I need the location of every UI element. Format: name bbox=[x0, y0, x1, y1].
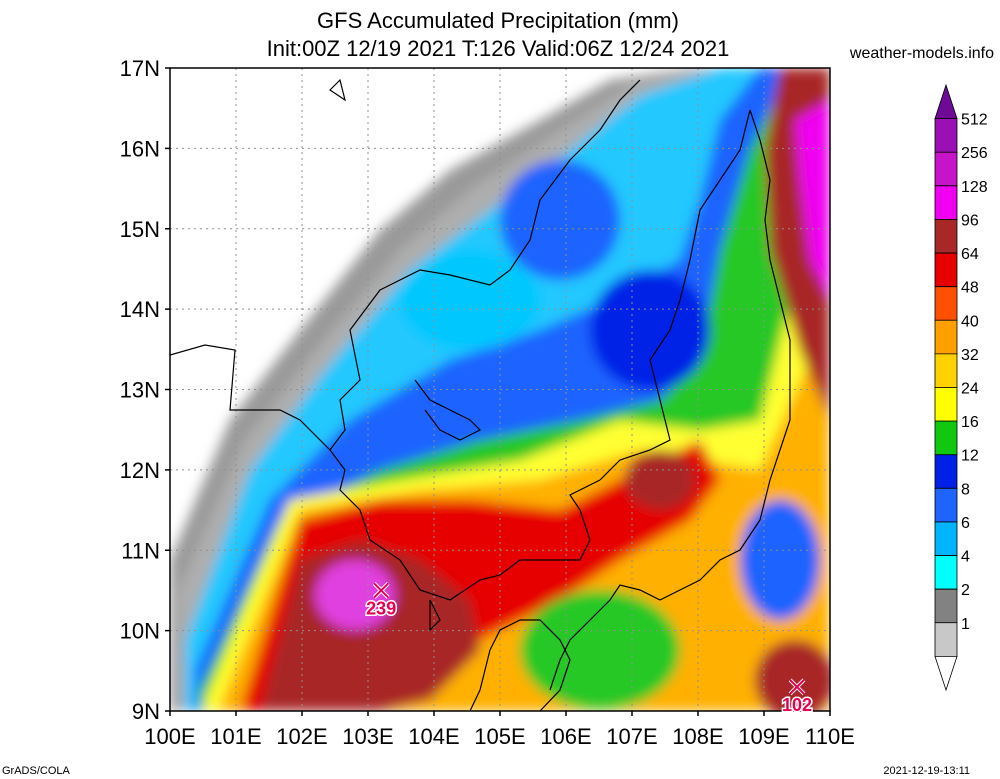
colorbar-label: 12 bbox=[961, 448, 979, 465]
lon-tick-label: 109E bbox=[738, 724, 789, 749]
colorbar-label: 64 bbox=[961, 246, 979, 263]
lat-tick-label: 15N bbox=[120, 217, 160, 242]
lat-tick-label: 12N bbox=[120, 458, 160, 483]
colorbar-label: 1 bbox=[961, 616, 970, 633]
lat-tick-label: 17N bbox=[120, 56, 160, 81]
colorbar-segment bbox=[934, 353, 958, 388]
lon-tick-label: 102E bbox=[276, 724, 327, 749]
lon-tick-label: 100E bbox=[144, 724, 195, 749]
colorbar-segment bbox=[934, 588, 958, 624]
colorbar-segment bbox=[934, 655, 958, 692]
colorbar-segment bbox=[934, 622, 958, 657]
max-marker-label: 102 bbox=[782, 695, 812, 715]
lat-tick-label: 16N bbox=[120, 136, 160, 161]
map-subtitle: Init:00Z 12/19 2021 T:126 Valid:06Z 12/2… bbox=[266, 36, 730, 61]
colorbar-label: 4 bbox=[961, 549, 970, 566]
colorbar-segment bbox=[934, 286, 958, 321]
coastlines-borders bbox=[170, 78, 791, 711]
lon-tick-label: 103E bbox=[342, 724, 393, 749]
max-markers: 239 102 bbox=[365, 582, 814, 716]
colorbar-segment bbox=[934, 521, 958, 556]
max-marker: 239 bbox=[365, 582, 398, 620]
colorbar-label: 256 bbox=[961, 145, 988, 162]
site-name: weather-models.info bbox=[849, 45, 994, 62]
colorbar-segment bbox=[934, 219, 958, 254]
colorbar-segment bbox=[934, 420, 958, 456]
timestamp-text: 2021-12-19-13:11 bbox=[883, 765, 970, 777]
colorbar-segment bbox=[934, 118, 958, 153]
lat-tick-label: 11N bbox=[121, 538, 160, 563]
lat-tick-label: 9N bbox=[132, 699, 160, 724]
lat-tick-label: 13N bbox=[120, 378, 160, 403]
lon-tick-label: 108E bbox=[672, 724, 723, 749]
lon-tick-label: 105E bbox=[474, 724, 525, 749]
map-title: GFS Accumulated Precipitation (mm) bbox=[317, 8, 679, 33]
colorbar-label: 512 bbox=[961, 112, 988, 129]
colorbar-label: 24 bbox=[961, 381, 979, 398]
colorbar-segment bbox=[934, 454, 958, 489]
lon-tick-label: 110E bbox=[805, 724, 855, 749]
lon-tick-label: 101E bbox=[210, 724, 261, 749]
colorbar-label: 96 bbox=[961, 212, 979, 229]
colorbar-label: 40 bbox=[961, 313, 979, 330]
colorbar-segment bbox=[934, 83, 958, 120]
lon-tick-label: 104E bbox=[408, 724, 459, 749]
colorbar-segment bbox=[934, 185, 958, 220]
colorbar-segment bbox=[934, 487, 958, 523]
colorbar-segment bbox=[934, 387, 958, 422]
colorbar-label: 48 bbox=[961, 280, 979, 297]
colorbar-label: 6 bbox=[961, 515, 970, 532]
lon-tick-label: 107E bbox=[606, 724, 657, 749]
colorbar-label: 128 bbox=[961, 179, 988, 196]
colorbar-segment bbox=[934, 555, 958, 590]
colorbar-label: 32 bbox=[961, 347, 979, 364]
max-marker-label: 239 bbox=[366, 598, 396, 618]
colorbar-label: 8 bbox=[961, 481, 970, 498]
lat-tick-label: 10N bbox=[120, 619, 160, 644]
colorbar-segment bbox=[934, 252, 958, 288]
colorbar-label: 2 bbox=[961, 582, 970, 599]
max-marker: 102 bbox=[780, 678, 814, 716]
lon-tick-label: 106E bbox=[540, 724, 591, 749]
latitude-labels: 17N 16N 15N 14N 13N 12N 11N 10N 9N bbox=[120, 56, 170, 724]
colorbar-label: 16 bbox=[961, 414, 979, 431]
longitude-labels: 100E 101E 102E 103E 104E 105E 106E 107E 108E 109E… bbox=[144, 711, 855, 749]
lat-tick-label: 14N bbox=[120, 297, 160, 322]
credit-text: GrADS/COLA bbox=[2, 765, 70, 777]
precipitation-field bbox=[170, 68, 830, 711]
colorbar-segment bbox=[934, 151, 958, 187]
colorbar-segment bbox=[934, 319, 958, 355]
